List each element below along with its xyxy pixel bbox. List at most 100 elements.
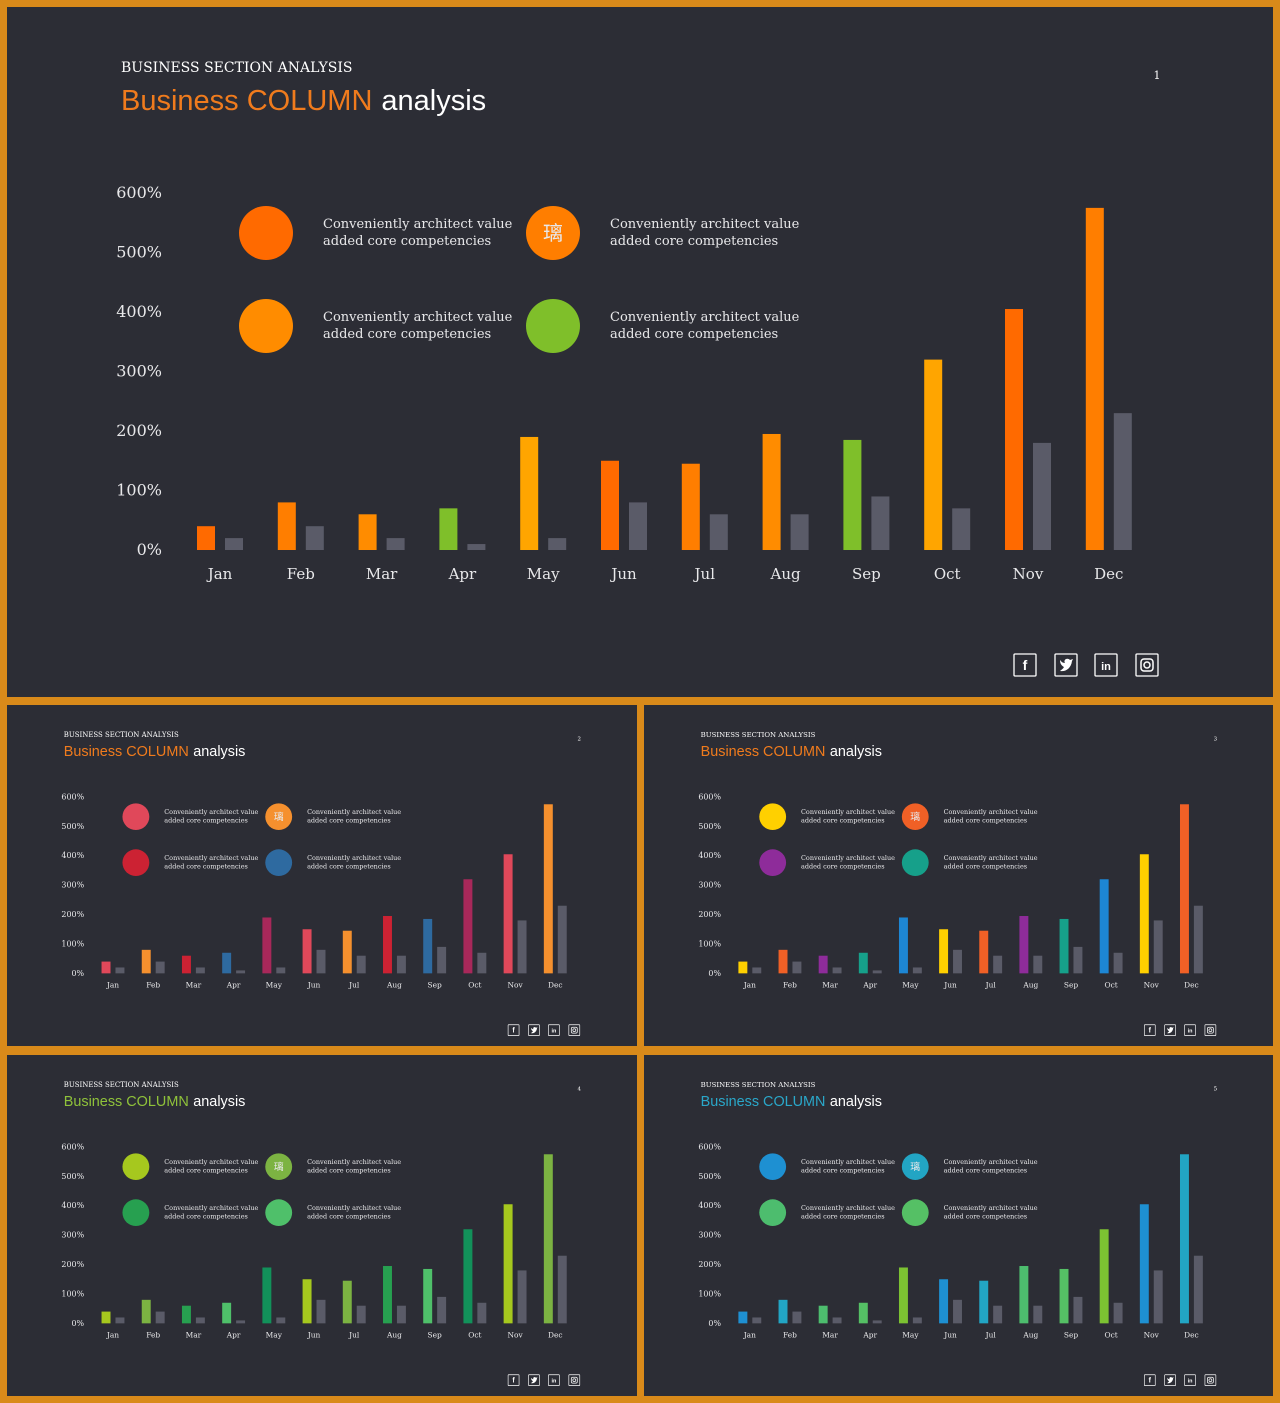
x-tick-label: Apr xyxy=(226,1331,241,1340)
legend-text-line2: added core competencies xyxy=(801,863,885,871)
legend-text-line1: Conveniently architect value xyxy=(944,1158,1038,1166)
social-glyph: in xyxy=(1188,1029,1193,1035)
x-tick-label: Jan xyxy=(743,981,756,990)
linkedin-icon[interactable]: in xyxy=(1094,653,1118,677)
legend-text-line1: Conveniently architect value xyxy=(164,1158,258,1166)
bar-primary xyxy=(738,1311,748,1324)
twitter-icon[interactable] xyxy=(1054,653,1078,677)
facebook-icon[interactable]: f xyxy=(1143,1024,1156,1036)
x-tick-label: Aug xyxy=(386,981,402,990)
social-frame[interactable] xyxy=(507,1024,520,1036)
facebook-icon[interactable]: f xyxy=(507,1374,520,1386)
instagram-icon[interactable] xyxy=(1204,1374,1217,1386)
bar-secondary xyxy=(396,1305,406,1324)
x-tick-label: May xyxy=(902,981,919,990)
bar-secondary xyxy=(1113,952,1123,974)
legend-text-line2: added core competencies xyxy=(307,1213,391,1221)
bar-secondary xyxy=(832,967,842,974)
bar-secondary xyxy=(236,1320,246,1324)
instagram-icon[interactable] xyxy=(1135,653,1159,677)
legend-item: Conveniently architect value added core c… xyxy=(239,206,513,260)
bar-secondary xyxy=(276,967,286,974)
y-tick-label: 100% xyxy=(698,1289,721,1298)
social-frame[interactable] xyxy=(1143,1024,1156,1036)
social-frame[interactable] xyxy=(1184,1374,1196,1386)
bars: Jan Feb Mar Apr May Jun Jul Aug Sep Oct Nov Dec xyxy=(197,207,1132,583)
social-frame[interactable] xyxy=(548,1024,560,1036)
bar-primary xyxy=(141,949,151,974)
bar-secondary xyxy=(437,946,447,974)
linkedin-icon[interactable]: in xyxy=(548,1374,560,1386)
social-frame[interactable] xyxy=(548,1374,560,1386)
bar-primary xyxy=(818,1305,828,1324)
x-tick-label: Sep xyxy=(428,1331,443,1340)
social-frame[interactable] xyxy=(1164,1374,1176,1386)
legend-item: Conveniently architect value added core c… xyxy=(239,299,513,353)
social-frame[interactable] xyxy=(1143,1374,1156,1386)
page-number: 1 xyxy=(1154,69,1161,82)
x-tick-label: Jul xyxy=(348,1331,360,1340)
social-glyph: f xyxy=(1149,1378,1152,1385)
bar-primary xyxy=(101,1311,111,1324)
facebook-icon[interactable]: f xyxy=(1013,653,1037,677)
social-frame[interactable] xyxy=(1204,1024,1217,1036)
twitter-icon[interactable] xyxy=(1164,1374,1176,1386)
bar-secondary xyxy=(1073,946,1083,974)
y-tick-label: 100% xyxy=(116,481,162,500)
instagram-icon[interactable] xyxy=(568,1024,581,1036)
social-frame[interactable] xyxy=(1204,1374,1217,1386)
x-tick-label: Oct xyxy=(468,981,481,990)
bar-primary xyxy=(277,502,296,550)
twitter-glyph xyxy=(1167,1377,1174,1384)
social-frame[interactable] xyxy=(1013,653,1037,677)
page-number: 2 xyxy=(578,737,581,743)
social-frame[interactable] xyxy=(1094,653,1118,677)
bar-primary xyxy=(762,433,781,550)
social-frame[interactable] xyxy=(568,1024,581,1036)
legend-glyph-icon: 璃 xyxy=(543,221,563,245)
x-tick-label: Feb xyxy=(783,981,797,990)
bar-primary xyxy=(818,955,828,974)
legend-dot xyxy=(265,1199,293,1226)
bar-secondary xyxy=(386,538,405,550)
y-tick-label: 500% xyxy=(116,243,162,262)
social-frame[interactable] xyxy=(507,1374,520,1386)
instagram-icon[interactable] xyxy=(568,1374,581,1386)
legend-text-line2: added core competencies xyxy=(164,1213,248,1221)
bar-secondary xyxy=(517,1270,527,1324)
twitter-icon[interactable] xyxy=(1164,1024,1176,1036)
y-tick-label: 300% xyxy=(61,1231,84,1240)
social-frame[interactable] xyxy=(568,1374,581,1386)
linkedin-icon[interactable]: in xyxy=(1184,1374,1196,1386)
social-frame[interactable] xyxy=(1135,653,1159,677)
legend-dot xyxy=(759,1153,787,1181)
facebook-icon[interactable]: f xyxy=(507,1024,520,1036)
social-frame[interactable] xyxy=(528,1374,540,1386)
slide-canvas: BUSINESS SECTION ANALYSIS Business COLUMN… xyxy=(698,731,1218,1036)
y-tick-label: 400% xyxy=(698,1201,721,1210)
y-tick-label: 200% xyxy=(698,910,721,919)
legend-text-line2: added core competencies xyxy=(801,817,885,825)
linkedin-icon[interactable]: in xyxy=(1184,1024,1196,1036)
social-frame[interactable] xyxy=(1054,653,1078,677)
x-tick-label: Jun xyxy=(307,981,321,990)
social-frame[interactable] xyxy=(1184,1024,1196,1036)
x-tick-label: Jan xyxy=(206,565,233,583)
legend-text-line1: Conveniently architect value xyxy=(944,1204,1038,1212)
instagram-icon[interactable] xyxy=(1204,1024,1217,1036)
slide-canvas: BUSINESS SECTION ANALYSIS Business COLUMN… xyxy=(61,731,581,1036)
twitter-icon[interactable] xyxy=(528,1374,540,1386)
social-frame[interactable] xyxy=(528,1024,540,1036)
bar-secondary xyxy=(1113,1302,1123,1324)
social-frame[interactable] xyxy=(1164,1024,1176,1036)
x-tick-label: Jan xyxy=(106,981,119,990)
bar-primary xyxy=(302,929,312,974)
facebook-icon[interactable]: f xyxy=(1143,1374,1156,1386)
x-tick-label: May xyxy=(902,1331,919,1340)
linkedin-icon[interactable]: in xyxy=(548,1024,560,1036)
y-tick-label: 600% xyxy=(61,1142,84,1151)
bar-secondary xyxy=(912,967,922,974)
twitter-icon[interactable] xyxy=(528,1024,540,1036)
